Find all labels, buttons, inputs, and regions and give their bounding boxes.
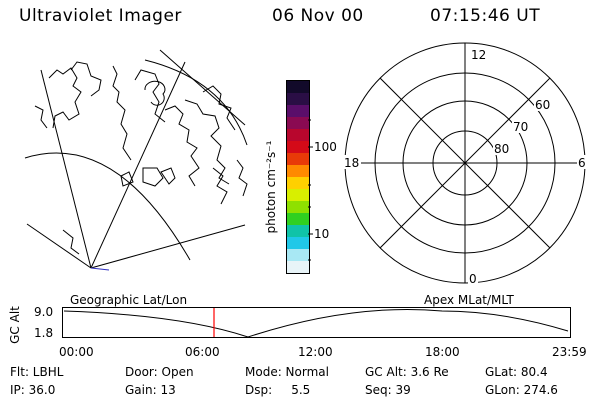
mlt-label-18: 18: [344, 156, 359, 170]
colorbar-swatch: [287, 237, 309, 249]
colorbar-swatch: [287, 129, 309, 141]
geographic-label: Geographic Lat/Lon: [70, 293, 188, 307]
lat-label-70: 70: [513, 120, 528, 134]
status-ip: IP: 36.0: [10, 383, 56, 397]
colorbar-swatch: [287, 249, 309, 261]
colorbar-tick-100: 100: [314, 140, 337, 154]
altitude-ytick-top: 9.0: [34, 305, 54, 319]
altitude-ylabel: GC Alt: [7, 306, 22, 344]
status-gain: Gain: 13: [125, 383, 176, 397]
colorbar-swatch: [287, 153, 309, 165]
geographic-map: [24, 49, 248, 271]
time-tick-0000: 00:00: [59, 345, 94, 359]
status-dsp: Dsp: 5.5: [245, 383, 311, 397]
altitude-plot: [62, 307, 571, 338]
colorbar-swatch: [287, 141, 309, 153]
polar-plot: 12 18 6 0 60 70 80: [343, 42, 589, 286]
time-tick-2359: 23:59: [552, 345, 587, 359]
colorbar-swatch: [287, 177, 309, 189]
status-flt: Flt: LBHL: [10, 365, 64, 379]
colorbar-tick-10: 10: [314, 227, 329, 241]
colorbar-swatch: [287, 117, 309, 129]
mlt-label-0: 0: [469, 272, 477, 286]
colorbar-swatch: [287, 105, 309, 117]
colorbar-swatch: [287, 165, 309, 177]
colorbar-swatch: [287, 93, 309, 105]
date-label: 06 Nov 00: [272, 6, 364, 26]
mlt-label-6: 6: [578, 156, 586, 170]
colorbar: [286, 80, 310, 274]
colorbar-swatch: [287, 201, 309, 213]
time-tick-1200: 12:00: [298, 345, 333, 359]
status-gc-alt: GC Alt: 3.6 Re: [365, 365, 449, 379]
status-glat: GLat: 80.4: [485, 365, 548, 379]
mlt-label-12: 12: [471, 48, 486, 62]
colorbar-unit-label: photon cm⁻²s⁻¹: [264, 140, 278, 234]
colorbar-swatch: [287, 261, 309, 273]
colorbar-swatch: [287, 81, 309, 93]
status-seq: Seq: 39: [365, 383, 411, 397]
time-label: 07:15:46 UT: [430, 6, 541, 26]
time-tick-1800: 18:00: [425, 345, 460, 359]
status-mode: Mode: Normal: [245, 365, 329, 379]
status-glon: GLon: 274.6: [485, 383, 558, 397]
apex-label: Apex MLat/MLT: [424, 293, 514, 307]
altitude-ytick-bottom: 1.8: [34, 326, 54, 340]
colorbar-axis: 100 10: [308, 119, 337, 261]
colorbar-swatch: [287, 213, 309, 225]
status-door: Door: Open: [125, 365, 194, 379]
time-tick-0600: 06:00: [185, 345, 220, 359]
lat-label-80: 80: [494, 142, 509, 156]
app-title: Ultraviolet Imager: [19, 6, 182, 26]
colorbar-swatch: [287, 225, 309, 237]
colorbar-swatch: [287, 189, 309, 201]
lat-label-60: 60: [535, 98, 550, 112]
